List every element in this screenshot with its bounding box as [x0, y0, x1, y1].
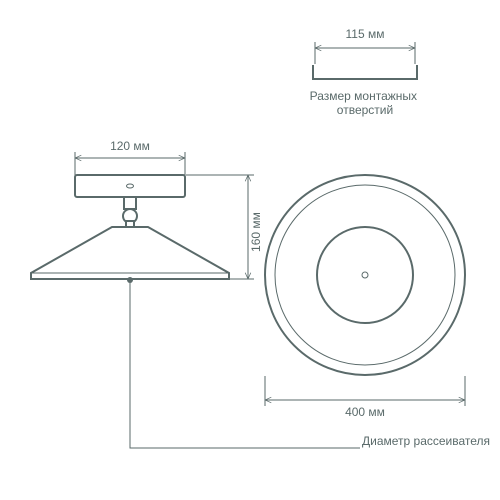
- shade: [31, 227, 229, 279]
- bracket-outline: [313, 65, 417, 79]
- top-view: 400 мм: [265, 175, 465, 419]
- dim-outer-diameter-label: 400 мм: [345, 405, 385, 419]
- dim-base-width: 120 мм: [75, 139, 185, 176]
- bracket-view: 115 мм Размер монтажных отверстий: [310, 27, 421, 117]
- inner-ring: [317, 227, 413, 323]
- leader-diffuser-label: Диаметр рассеивателя: [362, 434, 490, 448]
- dim-bracket-width-label: 115 мм: [346, 27, 385, 41]
- bracket-caption-1: Размер монтажных отверстий: [310, 89, 421, 117]
- stem: [124, 197, 136, 209]
- dim-outer-diameter: 400 мм: [265, 376, 465, 419]
- dim-base-width-label: 120 мм: [110, 139, 150, 153]
- dim-bracket-width: 115 мм: [315, 27, 415, 64]
- ceiling-base: [75, 175, 185, 197]
- dim-height-label: 160 мм: [249, 212, 263, 252]
- technical-drawing: 115 мм Размер монтажных отверстий 120 мм: [0, 0, 500, 500]
